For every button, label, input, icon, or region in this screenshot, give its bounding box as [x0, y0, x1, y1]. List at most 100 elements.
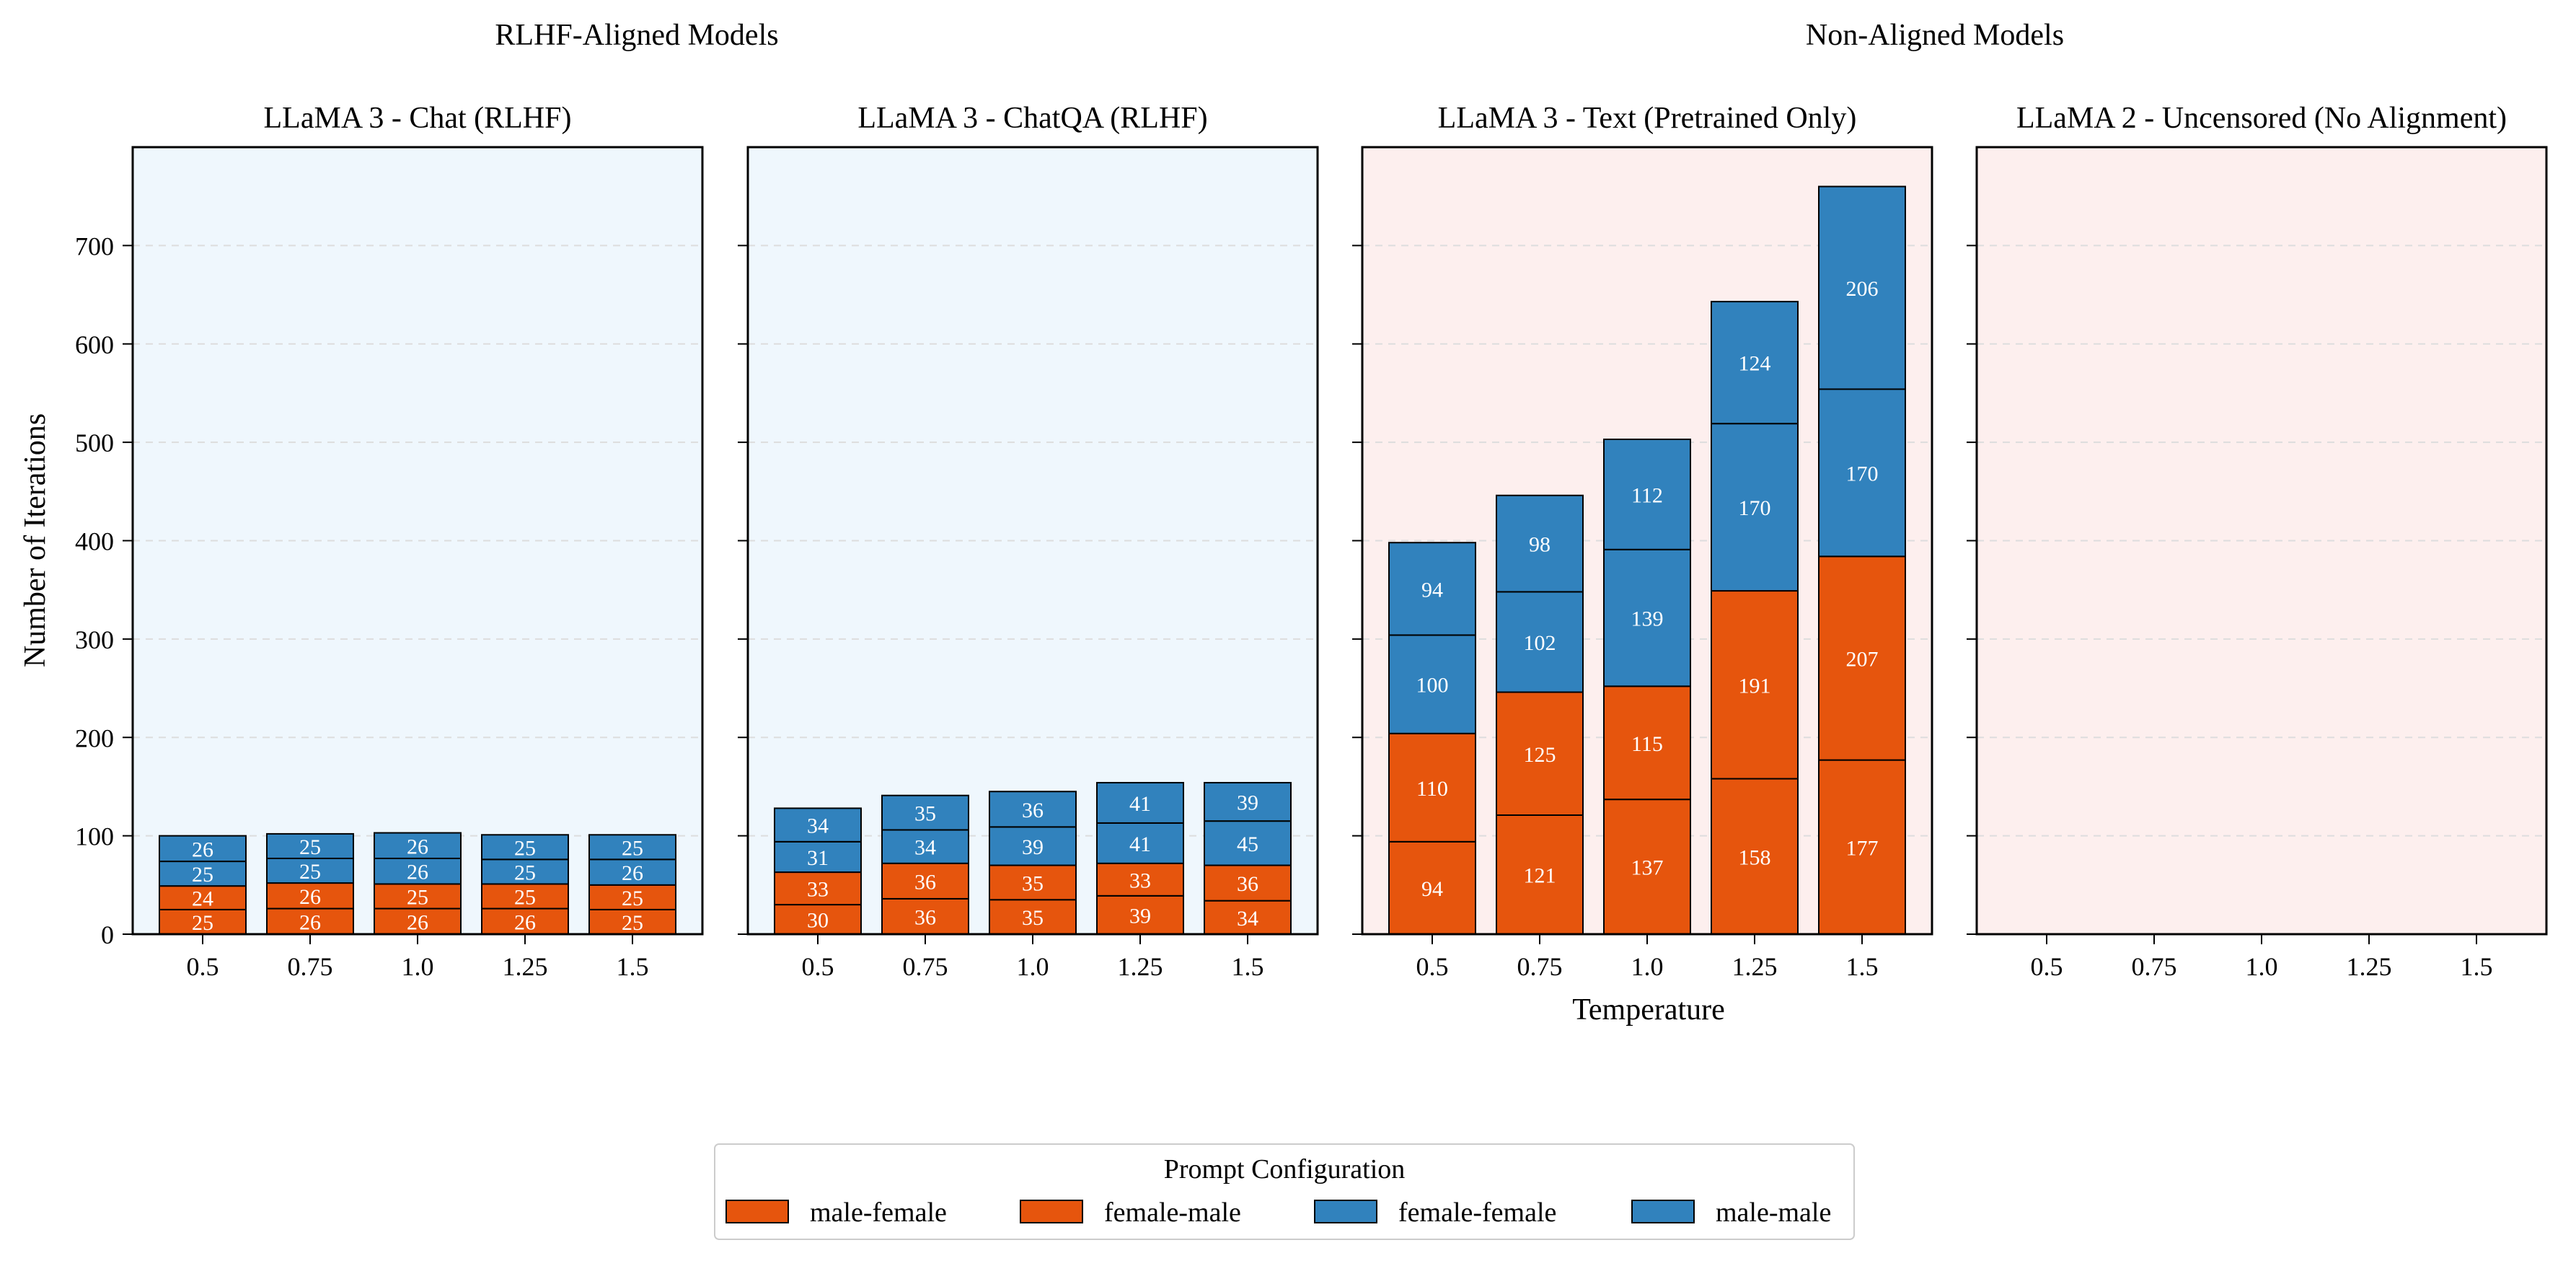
bar-value-label: 26: [192, 838, 213, 861]
bar-value-label: 25: [622, 887, 643, 910]
bar-value-label: 39: [1022, 835, 1044, 859]
bar-segment-male-female: [1096, 894, 1184, 935]
bar-segment-male-male: [989, 791, 1077, 828]
legend-label: male-male: [1716, 1197, 1831, 1228]
bar-value-label: 35: [914, 802, 936, 826]
legend-item-female-male: female-male: [1020, 1197, 1241, 1228]
bar-value-label: 31: [807, 846, 829, 870]
bar-value-label: 26: [407, 910, 428, 934]
bar-value-label: 25: [622, 911, 643, 935]
panel-frame: [131, 146, 704, 936]
bar-segment-male-female: [1388, 840, 1476, 935]
legend-title: Prompt Configuration: [1164, 1154, 1406, 1184]
bar-segment-female-female: [1818, 388, 1906, 558]
x-tick-label: 0.75: [2132, 952, 2177, 981]
bar-segment-male-male: [1711, 301, 1799, 425]
bar-segment-male-male: [1388, 542, 1476, 636]
y-tick-label: 300: [75, 625, 114, 654]
panel-frame: [746, 146, 1319, 936]
x-tick-label: 1.25: [503, 952, 548, 981]
bar-segment-female-female: [1388, 634, 1476, 734]
group-title-nonaligned: Non-Aligned Models: [1806, 19, 2064, 52]
bar-segment-male-female: [481, 907, 569, 935]
bar-value-label: 36: [1237, 872, 1258, 896]
bar-segment-male-male: [1818, 185, 1906, 390]
x-tick-label: 1.5: [2461, 952, 2493, 981]
legend-swatch: [1314, 1200, 1377, 1223]
bar-segment-male-female: [1204, 900, 1292, 935]
bar-value-label: 137: [1631, 856, 1664, 880]
bar-segment-female-male: [1388, 732, 1476, 843]
bar-segment-male-male: [1496, 494, 1584, 593]
bar-value-label: 25: [192, 863, 213, 887]
bar-value-label: 35: [1022, 871, 1044, 895]
bar-segment-female-male: [1603, 685, 1691, 801]
legend-item-male-female: male-female: [725, 1197, 947, 1228]
bar-segment-male-male: [881, 794, 969, 831]
bar-value-label: 25: [192, 911, 213, 935]
bar-value-label: 100: [1416, 674, 1449, 698]
x-tick-label: 0.5: [802, 952, 834, 981]
bar-value-label: 26: [407, 835, 428, 858]
legend-item-male-male: male-male: [1631, 1197, 1831, 1228]
bar-value-label: 26: [622, 861, 643, 885]
bar-value-label: 139: [1631, 607, 1664, 631]
x-tick-label: 0.75: [288, 952, 333, 981]
y-tick-label: 700: [75, 232, 114, 260]
x-tick-label: 0.5: [2031, 952, 2063, 981]
x-tick-label: 1.0: [402, 952, 434, 981]
x-tick-label: 0.5: [187, 952, 219, 981]
bar-segment-male-female: [374, 907, 462, 935]
bar-segment-female-male: [1496, 691, 1584, 816]
panel-frame: [1361, 146, 1933, 936]
x-tick-label: 0.75: [903, 952, 948, 981]
legend-swatch: [1631, 1200, 1695, 1223]
bar-value-label: 125: [1524, 743, 1556, 767]
bar-value-label: 94: [1421, 877, 1443, 901]
bar-value-label: 33: [807, 878, 829, 902]
bar-segment-female-male: [266, 882, 354, 910]
y-tick-label: 500: [75, 428, 114, 457]
y-tick-label: 0: [101, 920, 114, 949]
bar-segment-male-female: [1711, 778, 1799, 935]
legend-frame: [714, 1143, 1855, 1240]
bar-value-label: 158: [1739, 845, 1771, 869]
bar-value-label: 124: [1739, 352, 1771, 376]
bar-value-label: 36: [1022, 799, 1044, 822]
bar-segment-female-male: [774, 871, 862, 906]
bar-value-label: 26: [299, 885, 321, 909]
bar-value-label: 102: [1524, 631, 1556, 655]
bar-value-label: 25: [299, 860, 321, 884]
panel-title: LLaMA 2 - Uncensored (No Alignment): [2016, 102, 2507, 135]
y-tick-label: 600: [75, 330, 114, 359]
panel-frame: [1975, 146, 2548, 936]
bar-segment-female-male: [881, 862, 969, 900]
x-tick-label: 1.5: [1846, 952, 1879, 981]
bar-value-label: 34: [1237, 907, 1258, 931]
legend-label: female-female: [1398, 1197, 1556, 1228]
x-tick-label: 1.0: [1017, 952, 1049, 981]
bar-segment-female-female: [881, 829, 969, 864]
legend: Prompt Configuration male-female female-m…: [714, 1143, 1855, 1240]
bar-value-label: 170: [1739, 496, 1771, 520]
x-tick-label: 1.5: [617, 952, 649, 981]
bar-segment-male-male: [1096, 781, 1184, 824]
bar-segment-male-male: [374, 832, 462, 859]
panels: 0 100 200 300 400 500 600 700 LLaMA 3 - Chat (RL…: [75, 102, 2548, 981]
bar-value-label: 206: [1846, 277, 1879, 301]
bar-segment-male-male: [481, 834, 569, 861]
panel-4: LLaMA 2 - Uncensored (No Alignment) 0.5 0.…: [1967, 102, 2548, 981]
bar-value-label: 25: [514, 836, 536, 860]
legend-swatch: [1020, 1200, 1083, 1223]
bar-segment-female-male: [1204, 864, 1292, 902]
bar-value-label: 36: [914, 870, 936, 894]
bar-segment-female-female: [374, 857, 462, 885]
bar-value-label: 33: [1129, 869, 1151, 892]
legend-label: male-female: [810, 1197, 947, 1228]
bar-segment-female-male: [1711, 590, 1799, 780]
bar-value-label: 177: [1846, 836, 1879, 860]
bar-value-label: 26: [407, 861, 428, 884]
panel-title: LLaMA 3 - Text (Pretrained Only): [1438, 102, 1857, 135]
